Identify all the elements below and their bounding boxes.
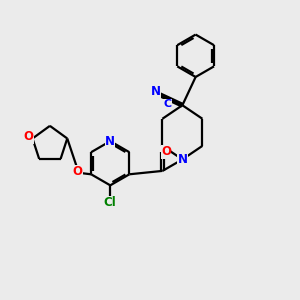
Text: Cl: Cl [104, 196, 117, 209]
Text: N: N [105, 135, 115, 148]
Text: O: O [23, 130, 33, 143]
Text: N: N [151, 85, 161, 98]
Text: O: O [161, 145, 171, 158]
Text: C: C [164, 99, 172, 109]
Text: N: N [177, 153, 188, 166]
Text: O: O [72, 165, 82, 178]
